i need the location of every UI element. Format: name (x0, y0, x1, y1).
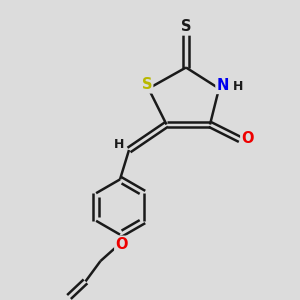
Text: O: O (241, 130, 254, 146)
Text: N: N (216, 78, 229, 93)
Text: H: H (114, 138, 124, 151)
Text: O: O (115, 237, 128, 252)
Text: H: H (233, 80, 244, 94)
Text: S: S (181, 20, 191, 34)
Text: S: S (142, 77, 152, 92)
